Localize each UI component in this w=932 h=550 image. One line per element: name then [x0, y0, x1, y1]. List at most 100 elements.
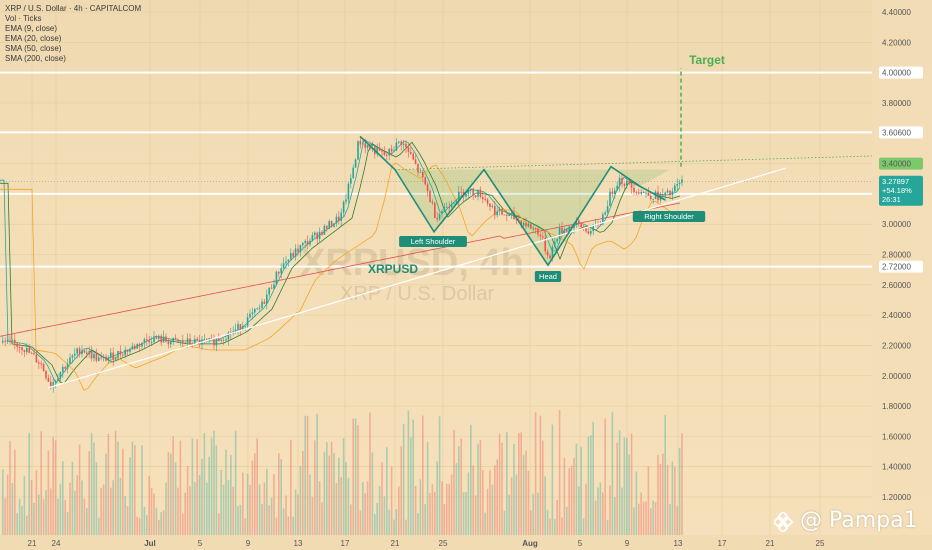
volume-bar-down [650, 508, 652, 535]
candle-down [28, 348, 30, 353]
volume-bar-up [66, 511, 69, 535]
candle-down [134, 346, 136, 349]
symbol-title[interactable]: XRP / U.S. Dollar · 4h · CAPITALCOM [5, 4, 142, 13]
candle-down [534, 228, 537, 230]
volume-bar-up [333, 452, 335, 535]
volume-bar-up [16, 513, 18, 535]
time-tick: Jul [144, 539, 156, 548]
volume-bar-up [419, 479, 422, 535]
volume-bar-down [359, 510, 362, 535]
time-tick: 25 [816, 539, 825, 548]
volume-bar-up [210, 437, 213, 535]
volume-bar-up [455, 463, 458, 535]
volume-bar-up [165, 482, 167, 535]
candle-up [254, 308, 256, 313]
volume-bar-down [357, 424, 359, 535]
candle-up [110, 352, 112, 358]
candle-down [182, 340, 184, 343]
volume-bar-up [299, 465, 302, 535]
price-tick: 2.00000 [882, 372, 911, 381]
indicator-ema20[interactable]: EMA (20, close) [5, 34, 62, 43]
volume-bar-up [618, 430, 621, 535]
candle-down [669, 190, 671, 195]
volume-bar-up [671, 461, 674, 535]
volume-bar-down [88, 451, 90, 535]
indicator-ema9[interactable]: EMA (9, close) [5, 24, 58, 33]
volume-bar-up [323, 451, 326, 535]
volume-bar-down [54, 440, 57, 535]
volume-bar-up [234, 430, 237, 535]
volume-bar-down [520, 432, 522, 535]
candle-down [429, 191, 431, 202]
candle-up [280, 268, 282, 274]
volume-bar-up [141, 445, 143, 535]
volume-bar-down [114, 430, 117, 535]
volume-bar-down [441, 481, 443, 535]
candle-down [21, 347, 23, 351]
candle-up [602, 214, 604, 225]
volume-bar-up [664, 415, 666, 535]
volume-bar-up [402, 423, 405, 535]
volume-bar-down [405, 519, 407, 535]
volume-bar-down [657, 455, 659, 535]
volume-bar-down [52, 436, 54, 535]
candle-up [314, 232, 316, 236]
volume-bar-down [681, 433, 683, 535]
bar-countdown: 26:31 [882, 195, 901, 204]
candle-up [114, 357, 117, 360]
candle-down [112, 352, 114, 360]
volume-bar-down [9, 440, 11, 535]
head-tag [534, 271, 562, 282]
volume-bar-up [522, 455, 525, 535]
candle-up [227, 332, 230, 340]
candle-down [515, 219, 518, 221]
volume-bar-up [477, 443, 479, 535]
indicator-sma50[interactable]: SMA (50, close) [5, 44, 62, 53]
candle-up [556, 238, 558, 242]
time-axis: 21 24 Jul 5 9 13 17 21 25 Aug 5 9 13 17 21 25 [0, 535, 932, 550]
indicator-sma200[interactable]: SMA (200, close) [5, 54, 66, 63]
candle-up [158, 335, 160, 339]
time-axis-bg [0, 535, 932, 550]
candle-up [575, 220, 578, 225]
candle-down [585, 227, 587, 232]
volume-bar-up [215, 445, 218, 535]
candle-up [302, 242, 304, 246]
volume-bar-down [126, 506, 129, 535]
price-tick: 4.20000 [882, 38, 911, 47]
volume-bar-down [297, 494, 299, 535]
volume-bar-up [628, 454, 630, 535]
volume-bar-down [482, 470, 484, 535]
time-tick: 21 [391, 539, 400, 548]
candle-up [290, 253, 292, 260]
volume-bar-up [213, 430, 215, 535]
candle-down [542, 236, 544, 238]
volume-bar-down [251, 460, 254, 535]
indicator-volume[interactable]: Vol · Ticks [5, 14, 42, 23]
volume-bar-up [124, 496, 126, 535]
volume-bar-down [232, 486, 234, 535]
candle-up [652, 199, 654, 200]
volume-bar-up [395, 509, 398, 535]
candle-down [167, 341, 170, 345]
volume-bar-down [350, 504, 352, 535]
volume-bar-up [554, 519, 556, 535]
volume-bar-up [23, 476, 26, 535]
volume-bar-up [412, 419, 414, 535]
volume-bar-down [40, 431, 42, 535]
candle-up [395, 142, 398, 151]
volume-bar-up [2, 469, 4, 535]
candle-down [484, 199, 486, 200]
candle-up [366, 144, 369, 148]
volume-bar-down [400, 446, 402, 535]
volume-bar-up [342, 438, 345, 535]
candle-down [23, 350, 26, 353]
volume-bar-down [30, 480, 33, 535]
candle-up [57, 378, 59, 381]
candle-down [412, 153, 414, 160]
volume-bar-down [26, 515, 28, 535]
volume-bar-up [508, 494, 510, 535]
candle-up [388, 148, 390, 156]
